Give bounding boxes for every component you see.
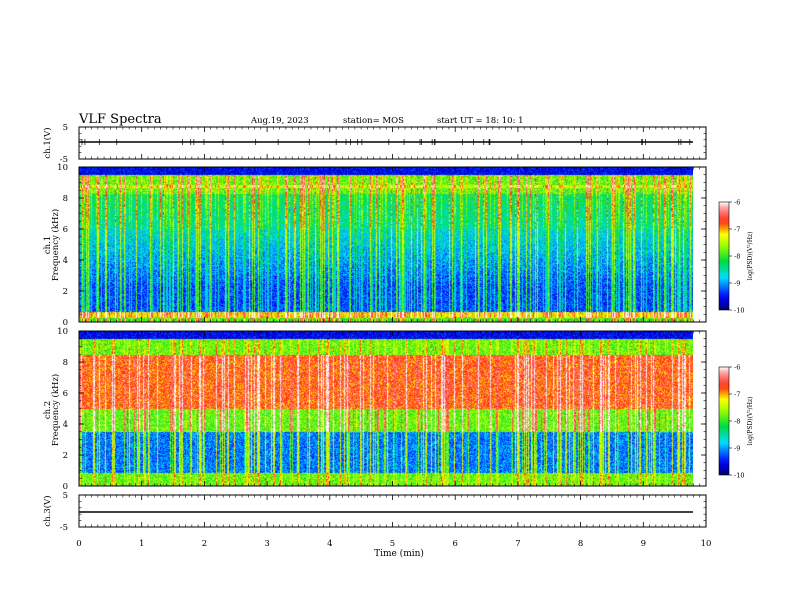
ytick-label: 5 <box>63 491 68 501</box>
date-label: Aug.19, 2023 <box>250 116 309 126</box>
ytick-label: 2 <box>63 287 68 297</box>
ch2-frequency-axis-label: Frequency (kHz) <box>50 374 61 446</box>
ytick-label: 4 <box>63 420 68 430</box>
ch2-spectrogram-panel <box>78 330 707 487</box>
ytick-label: 6 <box>63 389 68 399</box>
ytick-label: 0 <box>63 482 68 492</box>
ch1-colorbar-label: log(PSD)(V²/Hz) <box>747 232 754 281</box>
ch1-channel-axis-label: ch.1 <box>43 236 53 254</box>
ytick-label: -5 <box>60 523 68 533</box>
ytick-label: 4 <box>63 256 68 266</box>
ch2-spectrogram-image <box>79 331 693 486</box>
ytick-label: 0 <box>63 318 68 328</box>
figure-title: VLF Spectra <box>78 112 162 127</box>
colorbar-tick-label: -10 <box>734 307 744 315</box>
ytick-label: 6 <box>63 225 68 235</box>
colorbar-tick-label: -9 <box>734 445 740 453</box>
xtick-label: 6 <box>452 539 457 549</box>
ch1-colorbar-gradient <box>719 202 729 310</box>
ch2-colorbar-label: log(PSD)(V²/Hz) <box>747 397 754 446</box>
colorbar-tick-label: -8 <box>734 418 740 426</box>
station-label: station= MOS <box>343 116 404 126</box>
colorbar-tick-label: -6 <box>734 364 740 372</box>
colorbar-tick-label: -7 <box>734 226 740 234</box>
xtick-label: 1 <box>139 539 144 549</box>
xtick-label: 0 <box>76 539 81 549</box>
colorbar-tick-label: -7 <box>734 391 740 399</box>
ch1-spectrogram-image <box>79 167 693 322</box>
ytick-label: 10 <box>57 163 68 173</box>
x-axis-label: Time (min) <box>374 548 424 559</box>
ch1-spectrogram-panel <box>78 166 707 323</box>
ch2-channel-axis-label: ch.2 <box>43 401 53 419</box>
colorbar-tick-label: -9 <box>734 280 740 288</box>
colorbar-tick-label: -6 <box>734 199 740 207</box>
xtick-label: 10 <box>701 539 712 549</box>
colorbar-tick-label: -10 <box>734 472 744 480</box>
xtick-label: 4 <box>327 539 332 549</box>
colorbar-tick-label: -8 <box>734 253 740 261</box>
ch2-colorbar-gradient <box>719 367 729 475</box>
ch1-voltage-axis-label: ch.1(V) <box>42 127 53 158</box>
ytick-label: 10 <box>57 327 68 337</box>
xtick-label: 9 <box>641 539 646 549</box>
xtick-label: 3 <box>264 539 269 549</box>
xtick-label: 8 <box>578 539 583 549</box>
ch1-frequency-axis-label: Frequency (kHz) <box>50 209 61 281</box>
xtick-label: 2 <box>202 539 207 549</box>
start-time-label: start UT = 18: 10: 1 <box>437 116 524 126</box>
xtick-label: 5 <box>390 539 395 549</box>
ch3-voltage-axis-label: ch.3(V) <box>42 495 53 526</box>
ytick-label: 8 <box>63 194 68 204</box>
ytick-label: -5 <box>60 155 68 165</box>
xtick-label: 7 <box>515 539 520 549</box>
ytick-label: 2 <box>63 451 68 461</box>
ytick-label: 8 <box>63 358 68 368</box>
ytick-label: 5 <box>63 123 68 133</box>
